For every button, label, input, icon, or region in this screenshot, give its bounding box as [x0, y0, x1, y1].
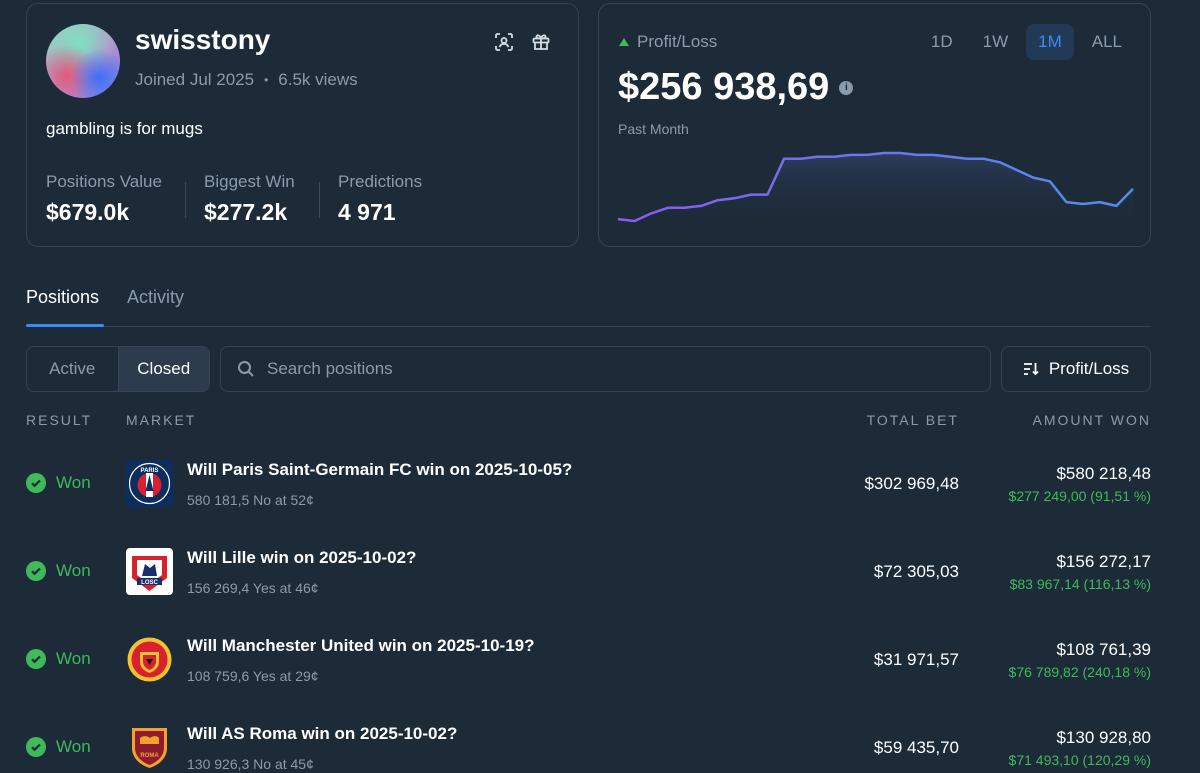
- total-bet: $59 435,70: [873, 738, 959, 757]
- sort-label: Profit/Loss: [1048, 359, 1130, 378]
- pnl-title: Profit/Loss: [619, 32, 717, 52]
- joined-date: Joined Jul 2025: [135, 70, 255, 89]
- table-row[interactable]: Won LOSC Will Lille win on 2025-10-02? 1…: [0, 538, 1200, 626]
- info-icon[interactable]: i: [839, 80, 854, 95]
- table-row[interactable]: Won Will Manchester United win on 2025-1…: [0, 626, 1200, 714]
- svg-text:ROMA: ROMA: [140, 753, 159, 759]
- stat-divider: [319, 182, 320, 218]
- status-filter: Active Closed: [26, 346, 210, 392]
- profit-amount: $71 493,10 (120,29 %): [1008, 752, 1151, 768]
- market-title[interactable]: Will AS Roma win on 2025-10-02?: [187, 724, 458, 743]
- tab-positions[interactable]: Positions: [26, 287, 100, 307]
- filter-active-button[interactable]: Active: [49, 359, 96, 378]
- stat-predictions: Predictions 4 971: [338, 172, 422, 226]
- profit-amount: $76 789,82 (240,18 %): [1008, 664, 1151, 680]
- pnl-sparkline-line: [617, 151, 1134, 223]
- amount-won: $580 218,48: [1056, 464, 1151, 483]
- result-label: Won: [56, 649, 91, 668]
- psg-logo-icon: PARIS: [126, 460, 173, 507]
- header-result: RESULT: [26, 412, 93, 428]
- stat-label: Predictions: [338, 172, 423, 191]
- amount-won: $108 761,39: [1056, 640, 1151, 659]
- search-box: [220, 346, 991, 392]
- market-detail: 108 759,6 Yes at 29¢: [187, 668, 319, 684]
- profile-card: swisstony Joined Jul 2025 • 6.5k views g…: [26, 3, 579, 247]
- check-circle-icon: [26, 561, 46, 581]
- lille-logo-icon: LOSC: [126, 548, 173, 595]
- check-circle-icon: [26, 737, 46, 757]
- search-icon: [238, 361, 254, 377]
- check-circle-icon: [26, 473, 46, 493]
- header-total-bet: TOTAL BET: [866, 412, 959, 428]
- result-badge: Won: [26, 737, 91, 757]
- pnl-sparkline-area: [618, 153, 1133, 224]
- range-tab-all[interactable]: ALL: [1091, 32, 1122, 51]
- range-tab-1w[interactable]: 1W: [982, 32, 1009, 51]
- tab-bar: Positions Activity: [26, 283, 1151, 327]
- result-label: Won: [56, 737, 91, 756]
- stat-label: Positions Value: [46, 172, 162, 191]
- market-detail: 580 181,5 No at 52¢: [187, 492, 314, 508]
- tab-active-indicator: [26, 324, 104, 327]
- total-bet: $72 305,03: [873, 562, 959, 581]
- profile-bio: gambling is for mugs: [46, 119, 203, 138]
- avatar: [46, 24, 120, 98]
- username: swisstony: [135, 24, 271, 55]
- triangle-up-icon: [619, 38, 629, 46]
- pnl-value: $256 938,69: [618, 66, 830, 108]
- range-tab-1d[interactable]: 1D: [930, 32, 953, 51]
- result-label: Won: [56, 473, 91, 492]
- result-badge: Won: [26, 473, 91, 493]
- manchester-united-logo-icon: [126, 636, 173, 683]
- profit-amount: $277 249,00 (91,51 %): [1008, 488, 1151, 504]
- pnl-period: Past Month: [618, 121, 689, 137]
- tab-activity[interactable]: Activity: [127, 287, 185, 307]
- pnl-card: Profit/Loss 1D 1W 1M ALL $256 938,69 i P…: [598, 3, 1151, 247]
- header-amount-won: AMOUNT WON: [1032, 412, 1151, 428]
- as-roma-logo-icon: ROMA: [126, 724, 173, 771]
- market-title[interactable]: Will Lille win on 2025-10-02?: [187, 548, 417, 567]
- header-market: MARKET: [126, 412, 197, 428]
- stat-biggest-win: Biggest Win $277.2k: [204, 172, 295, 226]
- stat-value: $277.2k: [204, 199, 288, 225]
- market-title[interactable]: Will Manchester United win on 2025-10-19…: [187, 636, 535, 655]
- filter-closed-button[interactable]: Closed: [117, 347, 209, 391]
- result-badge: Won: [26, 561, 91, 581]
- sort-button[interactable]: Profit/Loss: [1001, 346, 1151, 392]
- total-bet: $302 969,48: [864, 474, 959, 493]
- table-row[interactable]: Won ROMA Will AS Roma win on 2025-10-02?…: [0, 714, 1200, 773]
- stat-label: Biggest Win: [204, 172, 295, 191]
- view-count: 6.5k views: [278, 70, 358, 89]
- search-input[interactable]: [267, 359, 947, 379]
- pnl-sparkline: [617, 151, 1134, 224]
- range-tabs: 1D 1W 1M ALL: [919, 24, 1134, 60]
- result-label: Won: [56, 561, 91, 580]
- profit-amount: $83 967,14 (116,13 %): [1009, 576, 1151, 592]
- market-title[interactable]: Will Paris Saint-Germain FC win on 2025-…: [187, 460, 573, 479]
- scan-icon[interactable]: [494, 32, 514, 52]
- pnl-title-label: Profit/Loss: [637, 32, 718, 51]
- range-tab-1m[interactable]: 1M: [1026, 24, 1074, 60]
- svg-text:PARIS: PARIS: [141, 468, 159, 474]
- market-detail: 156 269,4 Yes at 46¢: [187, 580, 319, 596]
- stat-value: 4 971: [338, 199, 396, 225]
- svg-text:LOSC: LOSC: [141, 580, 158, 586]
- amount-won: $156 272,17: [1056, 552, 1151, 571]
- check-circle-icon: [26, 649, 46, 669]
- result-badge: Won: [26, 649, 91, 669]
- stat-positions-value: Positions Value $679.0k: [46, 172, 162, 226]
- market-detail: 130 926,3 No at 45¢: [187, 756, 314, 772]
- profile-meta: Joined Jul 2025 • 6.5k views: [135, 70, 358, 90]
- stat-divider: [185, 182, 186, 218]
- table-row[interactable]: Won PARIS Will Paris Saint-Germain FC wi…: [0, 450, 1200, 538]
- stat-value: $679.0k: [46, 199, 130, 225]
- gift-icon[interactable]: [531, 32, 551, 52]
- pnl-value-row: $256 938,69 i: [618, 66, 854, 109]
- sort-icon: [1023, 363, 1039, 376]
- amount-won: $130 928,80: [1056, 728, 1151, 747]
- separator-dot: •: [264, 73, 269, 87]
- total-bet: $31 971,57: [873, 650, 959, 669]
